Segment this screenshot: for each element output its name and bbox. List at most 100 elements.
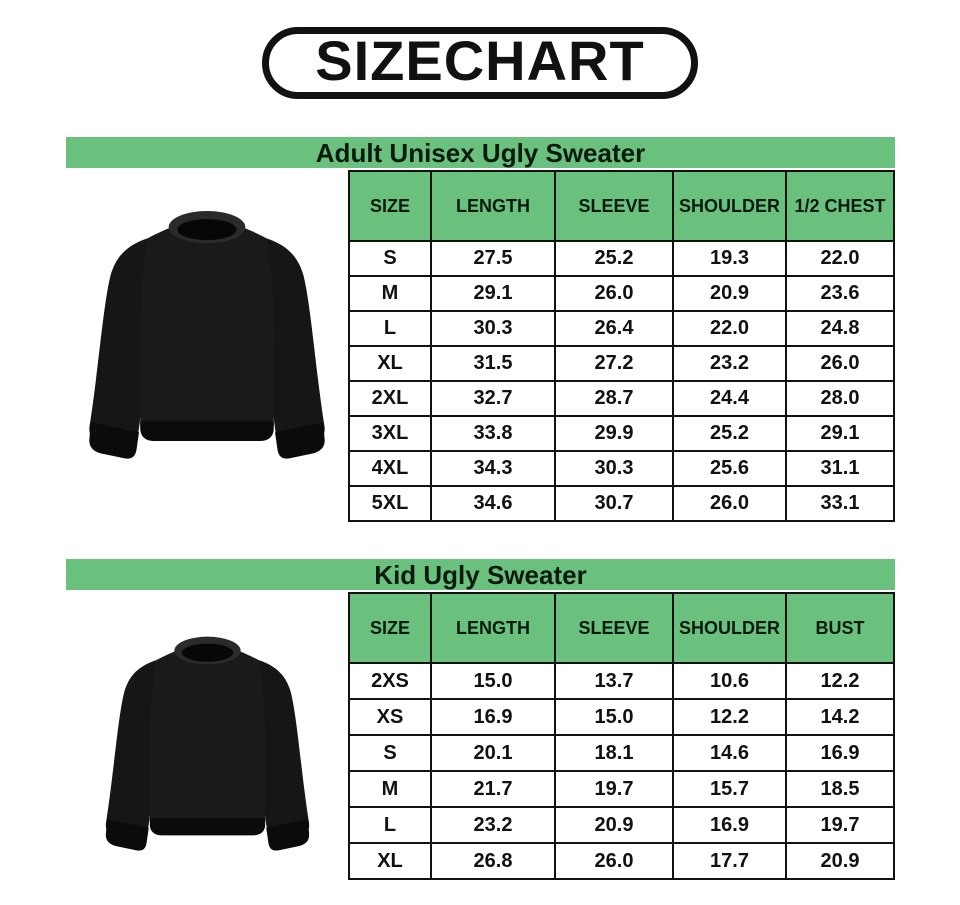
length-cell: 32.7 [430, 380, 556, 417]
bust-cell: 18.5 [785, 770, 895, 808]
length-cell: 23.2 [430, 806, 556, 844]
table-row: M 21.7 19.7 15.7 18.5 [348, 770, 895, 808]
table-row: 4XL 34.3 30.3 25.6 31.1 [348, 450, 895, 487]
kid-section-body: SIZE LENGTH SLEEVE SHOULDER BUST 2XS 15.… [66, 590, 895, 880]
shoulder-cell: 23.2 [672, 345, 787, 382]
bust-cell: 19.7 [785, 806, 895, 844]
shoulder-cell: 26.0 [672, 485, 787, 522]
length-cell: 20.1 [430, 734, 556, 772]
shoulder-cell: 24.4 [672, 380, 787, 417]
bust-cell: 14.2 [785, 698, 895, 736]
sleeve-cell: 26.0 [554, 275, 674, 312]
bust-cell: 20.9 [785, 842, 895, 880]
shoulder-cell: 19.3 [672, 240, 787, 277]
table-row: M 29.1 26.0 20.9 23.6 [348, 275, 895, 312]
sleeve-cell: 29.9 [554, 415, 674, 452]
length-cell: 16.9 [430, 698, 556, 736]
kid-section-heading: Kid Ugly Sweater [66, 559, 895, 590]
adult-size-table: SIZE LENGTH SLEEVE SHOULDER 1/2 CHEST S … [348, 170, 895, 522]
sleeve-cell: 13.7 [554, 662, 674, 700]
length-cell: 26.8 [430, 842, 556, 880]
sleeve-cell: 19.7 [554, 770, 674, 808]
shoulder-cell: 15.7 [672, 770, 787, 808]
sleeve-cell: 18.1 [554, 734, 674, 772]
sleeve-cell: 20.9 [554, 806, 674, 844]
col-header-half-chest: 1/2 CHEST [785, 170, 895, 242]
size-cell: 2XS [348, 662, 432, 700]
shoulder-cell: 12.2 [672, 698, 787, 736]
table-row: S 20.1 18.1 14.6 16.9 [348, 734, 895, 772]
title-pill: SIZECHART [262, 27, 698, 99]
col-header-length: LENGTH [430, 170, 556, 242]
table-row: 5XL 34.6 30.7 26.0 33.1 [348, 485, 895, 522]
table-header-row: SIZE LENGTH SLEEVE SHOULDER 1/2 CHEST [348, 170, 895, 242]
sleeve-cell: 27.2 [554, 345, 674, 382]
sleeve-cell: 30.3 [554, 450, 674, 487]
size-cell: 4XL [348, 450, 432, 487]
length-cell: 33.8 [430, 415, 556, 452]
sleeve-cell: 26.4 [554, 310, 674, 347]
table-row: 2XL 32.7 28.7 24.4 28.0 [348, 380, 895, 417]
page-title: SIZECHART [315, 29, 645, 92]
col-header-shoulder: SHOULDER [672, 592, 787, 664]
table-row: XS 16.9 15.0 12.2 14.2 [348, 698, 895, 736]
length-cell: 29.1 [430, 275, 556, 312]
size-cell: L [348, 310, 432, 347]
size-cell: XL [348, 842, 432, 880]
half-chest-cell: 26.0 [785, 345, 895, 382]
half-chest-cell: 31.1 [785, 450, 895, 487]
sleeve-cell: 15.0 [554, 698, 674, 736]
black-sweater-image [105, 636, 309, 851]
col-header-size: SIZE [348, 170, 432, 242]
size-cell: L [348, 806, 432, 844]
size-cell: M [348, 770, 432, 808]
size-cell: S [348, 734, 432, 772]
length-cell: 34.6 [430, 485, 556, 522]
half-chest-cell: 22.0 [785, 240, 895, 277]
adult-section-body: SIZE LENGTH SLEEVE SHOULDER 1/2 CHEST S … [66, 168, 895, 522]
adult-section-heading: Adult Unisex Ugly Sweater [66, 137, 895, 168]
half-chest-cell: 33.1 [785, 485, 895, 522]
length-cell: 31.5 [430, 345, 556, 382]
col-header-sleeve: SLEEVE [554, 592, 674, 664]
length-cell: 21.7 [430, 770, 556, 808]
section-adult: Adult Unisex Ugly Sweater SIZE LENGTH SL… [66, 137, 895, 522]
size-cell: S [348, 240, 432, 277]
half-chest-cell: 29.1 [785, 415, 895, 452]
shoulder-cell: 14.6 [672, 734, 787, 772]
col-header-sleeve: SLEEVE [554, 170, 674, 242]
sleeve-cell: 26.0 [554, 842, 674, 880]
table-row: L 30.3 26.4 22.0 24.8 [348, 310, 895, 347]
col-header-size: SIZE [348, 592, 432, 664]
half-chest-cell: 23.6 [785, 275, 895, 312]
sleeve-cell: 30.7 [554, 485, 674, 522]
shoulder-cell: 22.0 [672, 310, 787, 347]
length-cell: 30.3 [430, 310, 556, 347]
bust-cell: 16.9 [785, 734, 895, 772]
shoulder-cell: 25.2 [672, 415, 787, 452]
shoulder-cell: 25.6 [672, 450, 787, 487]
size-cell: XL [348, 345, 432, 382]
size-cell: XS [348, 698, 432, 736]
bust-cell: 12.2 [785, 662, 895, 700]
table-row: L 23.2 20.9 16.9 19.7 [348, 806, 895, 844]
table-header-row: SIZE LENGTH SLEEVE SHOULDER BUST [348, 592, 895, 664]
table-row: XL 26.8 26.0 17.7 20.9 [348, 842, 895, 880]
adult-sweater-figure [66, 168, 348, 474]
shoulder-cell: 10.6 [672, 662, 787, 700]
length-cell: 34.3 [430, 450, 556, 487]
size-cell: 2XL [348, 380, 432, 417]
black-sweater-image [89, 211, 325, 459]
size-cell: 3XL [348, 415, 432, 452]
table-row: 3XL 33.8 29.9 25.2 29.1 [348, 415, 895, 452]
title-area: SIZECHART [0, 0, 960, 99]
col-header-shoulder: SHOULDER [672, 170, 787, 242]
kid-size-table: SIZE LENGTH SLEEVE SHOULDER BUST 2XS 15.… [348, 592, 895, 880]
half-chest-cell: 28.0 [785, 380, 895, 417]
table-row: S 27.5 25.2 19.3 22.0 [348, 240, 895, 277]
shoulder-cell: 17.7 [672, 842, 787, 880]
sleeve-cell: 28.7 [554, 380, 674, 417]
size-cell: M [348, 275, 432, 312]
table-row: 2XS 15.0 13.7 10.6 12.2 [348, 662, 895, 700]
